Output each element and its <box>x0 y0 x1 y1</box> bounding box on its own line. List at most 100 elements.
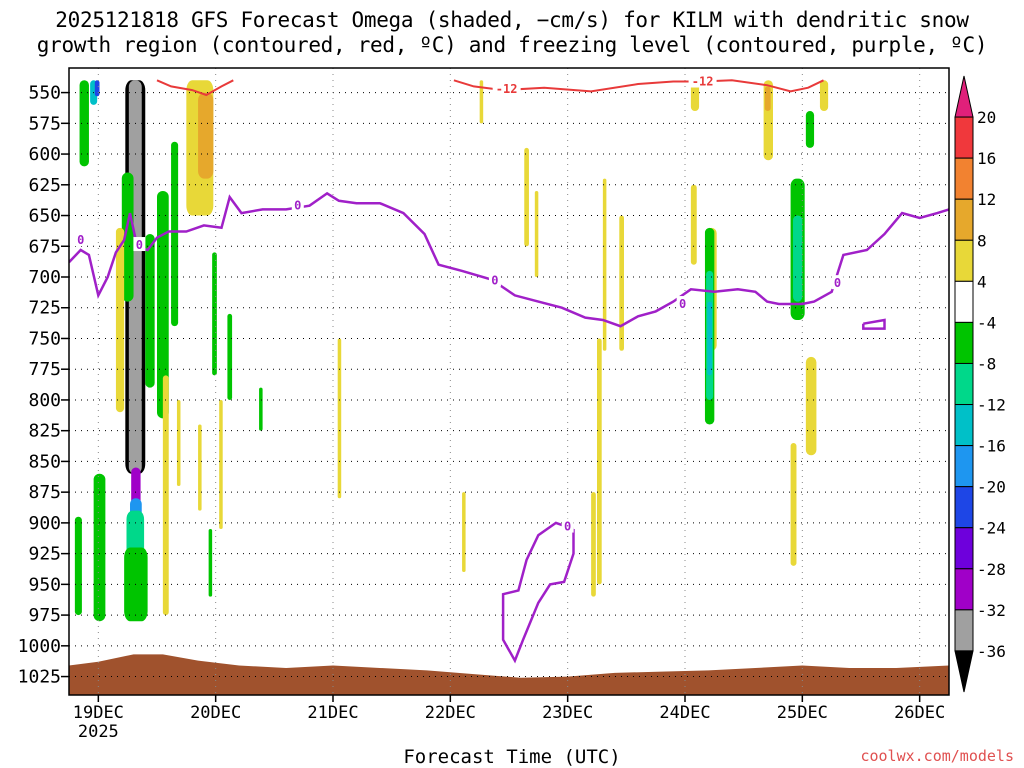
x-tick-label-25: 25DEC <box>777 703 828 723</box>
colorbar-bin-5 <box>954 280 974 323</box>
omega-region-33 <box>619 215 624 351</box>
colorbar-bin-7 <box>954 362 974 406</box>
colorbar-bin-4 <box>954 239 974 282</box>
y-tick-label-650: 650 <box>28 206 61 227</box>
credit-link[interactable]: coolwx.com/models <box>860 747 1014 765</box>
grid-layer <box>69 68 949 695</box>
omega-region-47 <box>792 215 803 302</box>
colorbar-bin-11 <box>954 527 974 570</box>
colorbar-bin-1 <box>954 116 974 159</box>
omega-region-21 <box>115 227 125 413</box>
colorbar-label-2: 12 <box>977 190 996 209</box>
omega-region-22 <box>162 375 169 616</box>
freezing-label-bg-6 <box>74 232 87 247</box>
colorbar-label-10: -24 <box>977 519 1006 538</box>
freezing-label-0: 0 <box>136 238 143 252</box>
colorbar-bin-9 <box>954 445 974 488</box>
chart-title-line-1: 2025121818 GFS Forecast Omega (shaded, −… <box>55 8 969 32</box>
colorbar-bin-3 <box>954 198 974 241</box>
contour-layer: -12 -12 0 0 0 0 0 0 0 <box>69 73 949 664</box>
x-tick-label-20: 20DEC <box>190 703 241 723</box>
colorbar-bin-6 <box>954 321 974 364</box>
colorbar-label-1: 16 <box>977 149 996 168</box>
omega-region-34 <box>597 338 602 585</box>
omega-region-39 <box>764 86 771 112</box>
omega-region-25 <box>219 399 223 530</box>
freezing-label-3: 0 <box>679 297 686 311</box>
x-tick-label-23: 23DEC <box>542 703 593 723</box>
omega-region-36 <box>690 184 697 265</box>
y-tick-label-800: 800 <box>28 390 61 411</box>
colorbar-bin-14 <box>954 650 974 693</box>
dendritic-label-0: -12 <box>496 82 518 96</box>
omega-region-30 <box>534 190 539 277</box>
surface-terrain <box>69 654 949 695</box>
colorbar-bin-12 <box>954 568 974 611</box>
y-tick-label-575: 575 <box>28 113 61 134</box>
y-tick-label-925: 925 <box>28 544 61 565</box>
colorbar-label-4: 4 <box>977 272 987 291</box>
dendritic-label-bg-1 <box>688 73 717 88</box>
colorbar-bin-13 <box>954 609 974 652</box>
colorbar-label-12: -32 <box>977 601 1006 620</box>
omega-region-40 <box>790 442 797 566</box>
omega-region-41 <box>805 356 817 456</box>
freezing-label-bg-3 <box>676 296 689 311</box>
y-tick-label-1025: 1025 <box>18 667 61 688</box>
freezing-level-small-loop <box>862 318 886 330</box>
colorbar-label-8: -16 <box>977 437 1006 456</box>
freezing-label-1: 0 <box>294 199 301 213</box>
freezing-label-bg-0 <box>133 237 146 252</box>
time-axis: 19DEC 20DEC 21DEC 22DEC 23DEC 24DEC 25DEC 26DEC… <box>73 695 945 742</box>
omega-region-16 <box>227 313 233 400</box>
omega-region-24 <box>198 424 202 511</box>
x-tick-label-21: 21DEC <box>307 703 358 723</box>
omega-region-32 <box>602 178 607 351</box>
x-tick-label-22: 22DEC <box>425 703 476 723</box>
freezing-label-bg-4 <box>831 275 844 290</box>
y-tick-label-875: 875 <box>28 482 61 503</box>
colorbar-label-3: 8 <box>977 231 987 250</box>
colorbar-label-13: -36 <box>977 642 1006 661</box>
y-tick-label-700: 700 <box>28 267 61 288</box>
freezing-level-line <box>69 191 949 328</box>
surface-terrain-layer <box>69 654 949 695</box>
omega-region-35 <box>690 80 700 112</box>
y-tick-label-825: 825 <box>28 421 61 442</box>
y-tick-label-950: 950 <box>28 574 61 595</box>
omega-region-23 <box>176 399 181 486</box>
x-axis-label: Forecast Time (UTC) <box>403 746 621 768</box>
x-year-label: 2025 <box>78 722 119 742</box>
omega-region-14 <box>171 141 179 327</box>
omega-region-28 <box>479 80 484 124</box>
x-tick-label-26: 26DEC <box>894 703 945 723</box>
y-tick-label-1000: 1000 <box>18 636 61 657</box>
omega-region-6 <box>79 80 89 167</box>
y-tick-label-850: 850 <box>28 451 61 472</box>
y-tick-label-625: 625 <box>28 175 61 196</box>
omega-region-10 <box>93 473 106 622</box>
y-tick-label-600: 600 <box>28 144 61 165</box>
freezing-label-6: 0 <box>77 233 84 247</box>
omega-shading-layer <box>74 80 829 622</box>
pressure-axis: 550 575 600 625 650 675 700 725 750 775 800 825 850 8… <box>18 83 69 688</box>
colorbar-bin-0 <box>954 75 974 118</box>
freezing-label-5: 0 <box>564 520 571 534</box>
colorbar-bin-8 <box>954 404 974 447</box>
omega-region-18 <box>208 529 213 597</box>
freezing-level-loop <box>501 521 575 664</box>
omega-region-17 <box>259 387 263 431</box>
dendritic-contour-0 <box>156 79 234 97</box>
y-tick-label-725: 725 <box>28 298 61 319</box>
dendritic-label-bg-0 <box>492 80 521 95</box>
omega-region-12 <box>145 233 155 388</box>
y-tick-label-775: 775 <box>28 359 61 380</box>
omega-region-29 <box>524 147 529 247</box>
x-tick-label-19: 19DEC <box>73 703 124 723</box>
y-tick-label-550: 550 <box>28 83 61 104</box>
colorbar: 20 16 12 8 4 -4 -8 -12 -16 -20 -24 -28 -32 -36 <box>954 75 1006 693</box>
y-tick-label-675: 675 <box>28 236 61 257</box>
dendritic-label-1: -12 <box>692 75 714 89</box>
omega-region-48 <box>805 111 815 148</box>
colorbar-label-7: -12 <box>977 396 1006 415</box>
